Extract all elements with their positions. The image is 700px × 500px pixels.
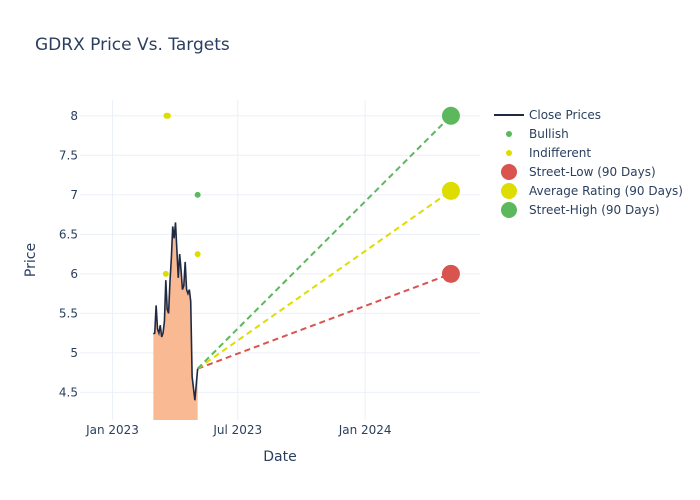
chart-title: GDRX Price Vs. Targets — [35, 35, 230, 55]
legend: Close Prices Bullish Indifferent Street-Low… — [494, 108, 683, 218]
legend-swatch-marker — [506, 131, 512, 137]
legend-swatch-target — [501, 164, 517, 180]
x-axis-ticks: Jan 2023 Jul 2023 Jan 2024 — [85, 423, 391, 437]
y-axis-title: Price — [23, 243, 39, 277]
y-tick-label: 6.5 — [59, 227, 78, 241]
x-tick-label: Jan 2024 — [338, 423, 392, 437]
y-tick-label: 4.5 — [59, 385, 78, 399]
legend-swatch-target — [501, 202, 517, 218]
legend-label: Street-High (90 Days) — [529, 203, 660, 217]
x-axis-title: Date — [263, 449, 296, 465]
y-tick-label: 8 — [70, 109, 78, 123]
legend-swatch-marker — [506, 150, 512, 156]
y-tick-label: 7 — [70, 188, 78, 202]
x-tick-label: Jan 2023 — [85, 423, 139, 437]
y-tick-label: 5.5 — [59, 306, 78, 320]
x-tick-label: Jul 2023 — [212, 423, 262, 437]
rating-point — [162, 270, 169, 277]
rating-point — [194, 251, 201, 258]
target-line — [197, 272, 452, 370]
target-endpoint — [441, 264, 460, 283]
plot-area — [152, 106, 460, 420]
rating-point — [194, 191, 201, 198]
legend-swatch-target — [501, 183, 517, 199]
legend-label: Average Rating (90 Days) — [529, 184, 683, 198]
close-price-line — [152, 222, 199, 401]
legend-label: Close Prices — [529, 108, 601, 122]
legend-label: Indifferent — [529, 146, 591, 160]
y-tick-label: 5 — [70, 346, 78, 360]
target-endpoint — [441, 181, 460, 200]
target-endpoint — [441, 106, 460, 125]
legend-label: Street-Low (90 Days) — [529, 165, 656, 179]
target-line — [197, 190, 452, 370]
grid — [80, 100, 480, 420]
close-price-area — [153, 222, 198, 420]
legend-label: Bullish — [529, 127, 569, 141]
y-tick-label: 6 — [70, 267, 78, 281]
y-tick-label: 7.5 — [59, 148, 78, 162]
rating-point — [164, 112, 171, 119]
y-axis-ticks: 4.5 5 5.5 6 6.5 7 7.5 8 — [59, 109, 78, 400]
